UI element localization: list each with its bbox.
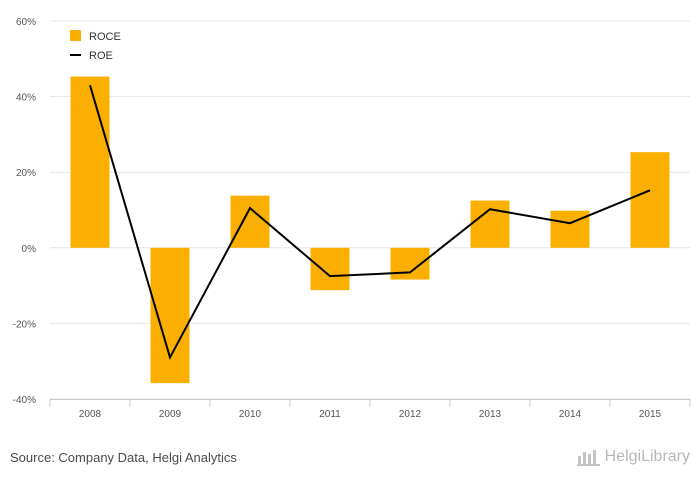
legend-swatch-roce xyxy=(70,30,81,41)
axis-layer: -40% -20% 0% 20% 40% 60% 2008 2009 2010 2011 2012 2… xyxy=(13,17,691,420)
bar-roce xyxy=(230,195,270,248)
line-layer xyxy=(89,84,651,361)
chart-svg: -40% -20% 0% 20% 40% 60% 2008 2009 2010 2011 2012 2… xyxy=(13,17,691,420)
legend-label-roe: ROE xyxy=(89,50,113,62)
bar-roce xyxy=(470,200,510,248)
x-tick-label: 2011 xyxy=(319,409,341,420)
legend: ROCE ROE xyxy=(70,30,121,62)
y-tick-label: 0% xyxy=(22,244,37,255)
y-tick-label: 20% xyxy=(16,168,36,179)
bar-layer xyxy=(70,76,670,384)
legend-label-roce: ROCE xyxy=(89,31,121,43)
x-tick-label: 2012 xyxy=(399,409,422,420)
x-tick-label: 2013 xyxy=(479,409,502,420)
line-roe xyxy=(89,84,651,361)
grid-layer xyxy=(50,20,690,400)
x-tick-label: 2010 xyxy=(239,409,262,420)
bar-roce xyxy=(150,247,190,384)
brand-name: HelgiLibrary xyxy=(604,448,690,465)
x-tick-label: 2009 xyxy=(159,409,182,420)
bar-roce xyxy=(550,210,590,248)
helgi-logo-icon xyxy=(576,450,600,466)
source-note: Source: Company Data, Helgi Analytics xyxy=(10,450,237,465)
y-tick-label: -20% xyxy=(13,319,36,330)
bar-roce xyxy=(70,76,110,248)
bar-roce xyxy=(390,247,430,280)
x-tick-label: 2014 xyxy=(559,409,582,420)
y-tick-label: 40% xyxy=(16,93,36,104)
x-tick-label: 2008 xyxy=(79,409,102,420)
bar-roce xyxy=(310,247,350,291)
x-tick-label: 2015 xyxy=(639,409,662,420)
y-tick-label: 60% xyxy=(16,17,36,28)
bar-roce xyxy=(630,152,670,248)
brand: HelgiLibrary xyxy=(576,448,690,466)
y-tick-label: -40% xyxy=(13,395,36,406)
